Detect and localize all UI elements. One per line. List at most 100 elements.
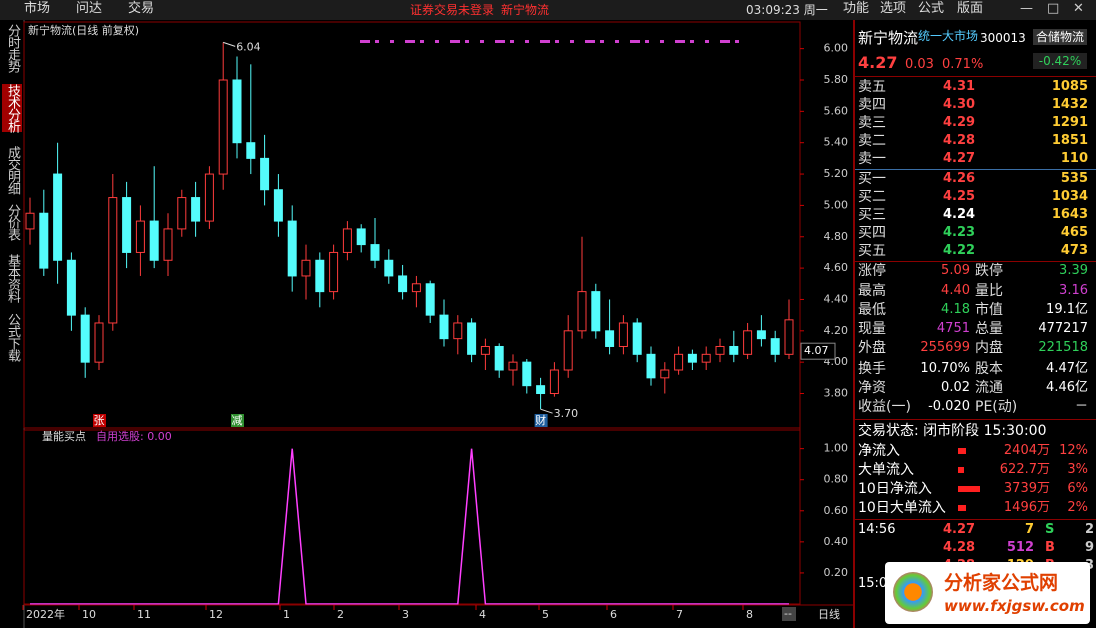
event-marker-box xyxy=(534,414,548,427)
x-tick-label: 10 xyxy=(82,608,96,621)
window-button[interactable]: ✕ xyxy=(1073,1,1084,16)
candle-body xyxy=(536,385,546,395)
signal-dot xyxy=(540,40,550,43)
book-label: 卖二 xyxy=(858,133,886,149)
book-price: 4.31 xyxy=(943,79,976,94)
book-price: 4.28 xyxy=(943,133,976,148)
x-tick-label: 7 xyxy=(676,608,683,621)
signal-dot xyxy=(600,40,604,43)
candle-body xyxy=(356,228,366,246)
stat-value: 4.18 xyxy=(941,302,970,317)
candle-body xyxy=(660,369,670,379)
y-tick-label: 0.60 xyxy=(824,504,849,517)
side-tab[interactable]: 分价表 xyxy=(5,204,20,240)
menu-item[interactable]: 版面 xyxy=(957,1,984,16)
candle-body xyxy=(591,291,601,332)
window-button[interactable]: — xyxy=(1020,1,1033,16)
menu-item[interactable]: 功能 xyxy=(843,1,870,16)
signal-dot xyxy=(435,40,439,43)
book-label: 卖四 xyxy=(858,97,886,113)
side-tab[interactable]: 技术分析 xyxy=(2,84,22,132)
candle-body xyxy=(743,330,753,355)
book-price: 4.30 xyxy=(943,97,976,112)
candle-body xyxy=(191,197,201,222)
menu-item[interactable]: 交易 xyxy=(128,1,155,16)
stat-label: 股本 xyxy=(975,361,1003,377)
book-price: 4.26 xyxy=(943,171,976,186)
panel-divider xyxy=(853,20,855,628)
flow-label: 大单流入 xyxy=(858,462,914,478)
candle-body xyxy=(39,212,49,269)
candle-body xyxy=(122,197,132,253)
menu-item[interactable]: 市场 xyxy=(24,1,51,16)
menu-item[interactable]: 公式 xyxy=(918,1,945,16)
signal-dot xyxy=(585,40,595,43)
y-tick-label: 0.80 xyxy=(824,473,849,486)
menu-item[interactable]: 选项 xyxy=(880,1,907,16)
candle-body xyxy=(411,283,421,293)
book-price: 4.27 xyxy=(943,151,976,166)
side-tab[interactable]: 成交明细 xyxy=(5,146,20,194)
flow-pct: 2% xyxy=(1067,500,1088,515)
candle-body xyxy=(467,322,477,355)
indicator-title: 量能买点 xyxy=(42,429,86,443)
book-volume: 535 xyxy=(1060,171,1088,186)
low-label: 3.70 xyxy=(554,407,579,420)
candle-body xyxy=(273,189,283,222)
x-tick-label: 11 xyxy=(137,608,151,621)
menu-bar xyxy=(0,0,855,20)
low-pointer xyxy=(540,408,553,414)
side-tab[interactable]: 基本资料 xyxy=(5,254,20,302)
side-tab[interactable]: 分时走势 xyxy=(5,24,20,72)
tick-cell: S xyxy=(1045,522,1055,537)
stat-value: 10.70% xyxy=(920,361,970,376)
book-volume: 1291 xyxy=(1051,115,1088,130)
x-tick-label: 2022年 xyxy=(26,607,65,621)
book-label: 卖三 xyxy=(858,115,886,131)
candle-body xyxy=(549,369,559,395)
tick-cell: 4.27 xyxy=(943,522,976,537)
event-marker: 减 xyxy=(232,414,243,427)
event-marker: 财 xyxy=(535,413,546,427)
event-marker-box xyxy=(93,414,106,427)
candle-body xyxy=(287,220,297,277)
signal-dot xyxy=(660,40,664,43)
candle-body xyxy=(729,345,739,355)
book-volume: 110 xyxy=(1060,151,1088,166)
candle-body xyxy=(453,322,463,340)
candle-body xyxy=(563,330,573,371)
x-tick-label: 2 xyxy=(337,608,344,621)
logo-flower xyxy=(893,572,933,612)
y-tick-label: 5.00 xyxy=(824,198,849,211)
candle-body xyxy=(605,330,615,347)
menu-item[interactable]: 问达 xyxy=(76,1,103,16)
indicator-line xyxy=(30,448,789,605)
stat-label: 内盘 xyxy=(975,340,1003,356)
tick-cell: 9 xyxy=(1084,540,1094,555)
signal-dot xyxy=(555,40,559,43)
candle-body xyxy=(646,353,656,379)
signal-dot xyxy=(720,40,730,43)
candle-body xyxy=(398,275,408,293)
stat-label: 最高 xyxy=(858,283,886,299)
candle-body xyxy=(384,259,394,277)
side-tab[interactable]: 公式下载 xyxy=(5,313,20,361)
sector[interactable]: 合储物流 xyxy=(1033,29,1087,45)
x-tick-label: 4 xyxy=(479,608,486,621)
stat-value: 3.39 xyxy=(1059,263,1088,278)
stat-value: － xyxy=(1074,399,1088,414)
book-label: 买一 xyxy=(858,171,886,187)
stat-value: 5.09 xyxy=(941,263,970,278)
candle-body xyxy=(784,319,794,355)
change-pct: 0.71% xyxy=(942,57,984,72)
chart-title: 新宁物流(日线 前复权) xyxy=(28,23,139,37)
stat-label: 涨停 xyxy=(858,263,886,279)
signal-dot xyxy=(510,40,514,43)
window-button[interactable]: □ xyxy=(1047,1,1060,16)
stat-label: 流通 xyxy=(975,380,1003,396)
period-label: 日线 xyxy=(818,607,840,621)
flow-label: 10日大单流入 xyxy=(858,500,946,516)
candle-body xyxy=(618,322,628,347)
sep xyxy=(855,169,1096,170)
